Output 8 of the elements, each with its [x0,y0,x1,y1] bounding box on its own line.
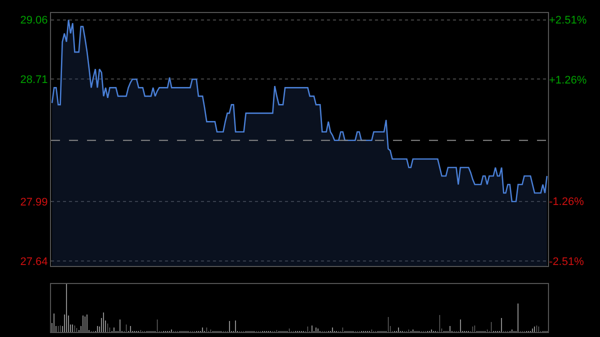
y-tick-label: 29.06 [20,14,48,27]
y2-tick-label: -2.51% [549,256,584,268]
y2-tick-label: +1.26% [549,74,587,87]
y-tick-label: 27.64 [20,256,48,268]
y2-tick-label: +2.51% [549,14,587,27]
y2-tick-label: -1.26% [549,196,584,208]
y-tick-label: 27.99 [20,196,48,208]
y-tick-label: 28.71 [20,74,48,86]
